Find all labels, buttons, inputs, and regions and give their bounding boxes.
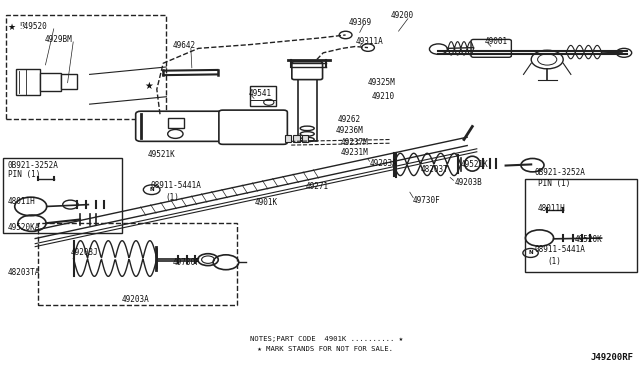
- Text: 0B921-3252A: 0B921-3252A: [8, 161, 58, 170]
- Text: (1): (1): [547, 257, 561, 266]
- Text: 49262: 49262: [338, 115, 361, 124]
- Text: 49520KA: 49520KA: [8, 223, 40, 232]
- Text: 49311A: 49311A: [355, 37, 383, 46]
- FancyBboxPatch shape: [292, 62, 323, 80]
- Text: 49231M: 49231M: [340, 148, 368, 157]
- Bar: [250, 86, 276, 106]
- FancyBboxPatch shape: [219, 110, 287, 144]
- Text: 0B921-3252A: 0B921-3252A: [534, 169, 585, 177]
- Text: 49521K: 49521K: [147, 150, 175, 159]
- Bar: [302, 135, 308, 142]
- Text: 48203T: 48203T: [421, 165, 449, 174]
- Text: N: N: [528, 250, 533, 256]
- Text: 4901K: 4901K: [255, 198, 278, 207]
- FancyBboxPatch shape: [471, 39, 511, 57]
- Bar: [38, 223, 237, 305]
- Bar: [16, 69, 40, 95]
- Bar: [298, 78, 317, 141]
- Text: 49236M: 49236M: [336, 126, 364, 135]
- Text: 49642: 49642: [173, 41, 196, 50]
- Text: 49325M: 49325M: [368, 78, 396, 87]
- Text: 49001: 49001: [485, 37, 508, 46]
- FancyBboxPatch shape: [136, 111, 229, 141]
- Text: 49210: 49210: [371, 92, 394, 101]
- Text: NOTES;PART CODE  4901K .......... ★: NOTES;PART CODE 4901K .......... ★: [250, 336, 403, 341]
- Text: 49730F: 49730F: [173, 258, 200, 267]
- Text: 49203B: 49203B: [454, 178, 482, 187]
- Text: J49200RF: J49200RF: [591, 353, 634, 362]
- Text: ★: ★: [144, 81, 153, 91]
- Bar: [525, 179, 637, 272]
- Bar: [168, 118, 184, 128]
- Text: 49203A: 49203A: [122, 295, 149, 304]
- Text: PIN (1): PIN (1): [8, 170, 40, 179]
- Bar: [6, 15, 166, 119]
- Text: 49203J: 49203J: [70, 248, 98, 257]
- Text: 49730F: 49730F: [413, 196, 440, 205]
- Text: 08911-5441A: 08911-5441A: [150, 182, 201, 190]
- Bar: [3, 158, 122, 232]
- Text: 49369: 49369: [349, 18, 372, 27]
- Bar: [40, 73, 61, 91]
- Text: 48203TA: 48203TA: [8, 268, 40, 277]
- Text: 49520K: 49520K: [575, 235, 602, 244]
- Text: 08911-5441A: 08911-5441A: [534, 246, 585, 254]
- Text: N: N: [149, 187, 154, 192]
- Text: 48011H: 48011H: [8, 197, 35, 206]
- Text: 4929BM: 4929BM: [45, 35, 72, 44]
- Text: 49271: 49271: [306, 182, 329, 191]
- Bar: [293, 135, 300, 142]
- Text: 48011H: 48011H: [538, 204, 565, 213]
- Text: 49521K: 49521K: [461, 160, 488, 169]
- Text: 49541: 49541: [248, 89, 271, 98]
- Text: 49237M: 49237M: [340, 138, 368, 147]
- Text: 49203A: 49203A: [370, 159, 397, 168]
- Text: ⁉49520: ⁉49520: [19, 22, 47, 31]
- Text: ★ MARK STANDS FOR NOT FOR SALE.: ★ MARK STANDS FOR NOT FOR SALE.: [253, 346, 393, 352]
- Text: 49200: 49200: [390, 11, 413, 20]
- Text: PIN (1): PIN (1): [538, 179, 570, 187]
- Text: ★: ★: [8, 23, 16, 32]
- Text: (1): (1): [165, 193, 179, 202]
- Bar: [61, 74, 77, 89]
- Bar: [285, 135, 291, 142]
